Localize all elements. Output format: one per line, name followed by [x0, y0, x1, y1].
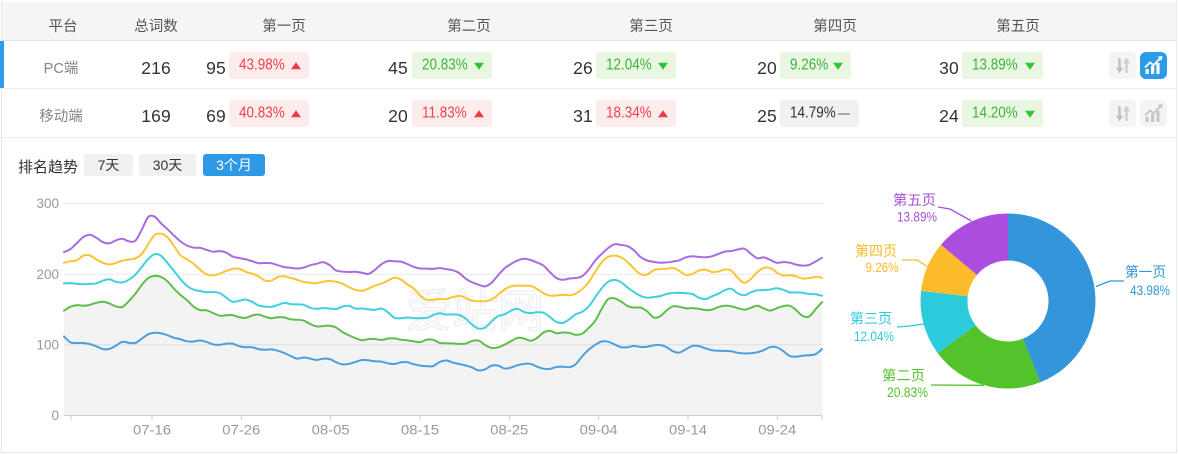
svg-text:12.04%: 12.04%: [854, 328, 894, 344]
svg-text:43.98%: 43.98%: [1130, 282, 1170, 298]
svg-text:09-14: 09-14: [669, 423, 708, 438]
svg-text:0: 0: [51, 408, 59, 423]
svg-text:13.89%: 13.89%: [897, 209, 937, 225]
svg-text:100: 100: [36, 337, 59, 352]
svg-text:08-25: 08-25: [490, 423, 528, 438]
svg-text:第二页: 第二页: [882, 368, 925, 384]
svg-text:第三页: 第三页: [850, 311, 892, 327]
svg-text:200: 200: [36, 267, 59, 282]
svg-text:300: 300: [36, 196, 59, 211]
svg-text:第四页: 第四页: [855, 243, 897, 259]
svg-text:第五页: 第五页: [893, 192, 936, 208]
svg-text:20.83%: 20.83%: [887, 384, 928, 400]
svg-text:08-05: 08-05: [312, 423, 350, 438]
svg-text:09-04: 09-04: [580, 423, 619, 438]
svg-text:07-16: 07-16: [133, 423, 171, 438]
svg-text:09-24: 09-24: [758, 423, 797, 438]
svg-text:08-15: 08-15: [401, 423, 439, 438]
svg-text:9.26%: 9.26%: [866, 259, 899, 275]
svg-text:07-26: 07-26: [222, 423, 260, 438]
svg-text:第一页: 第一页: [1125, 264, 1166, 280]
